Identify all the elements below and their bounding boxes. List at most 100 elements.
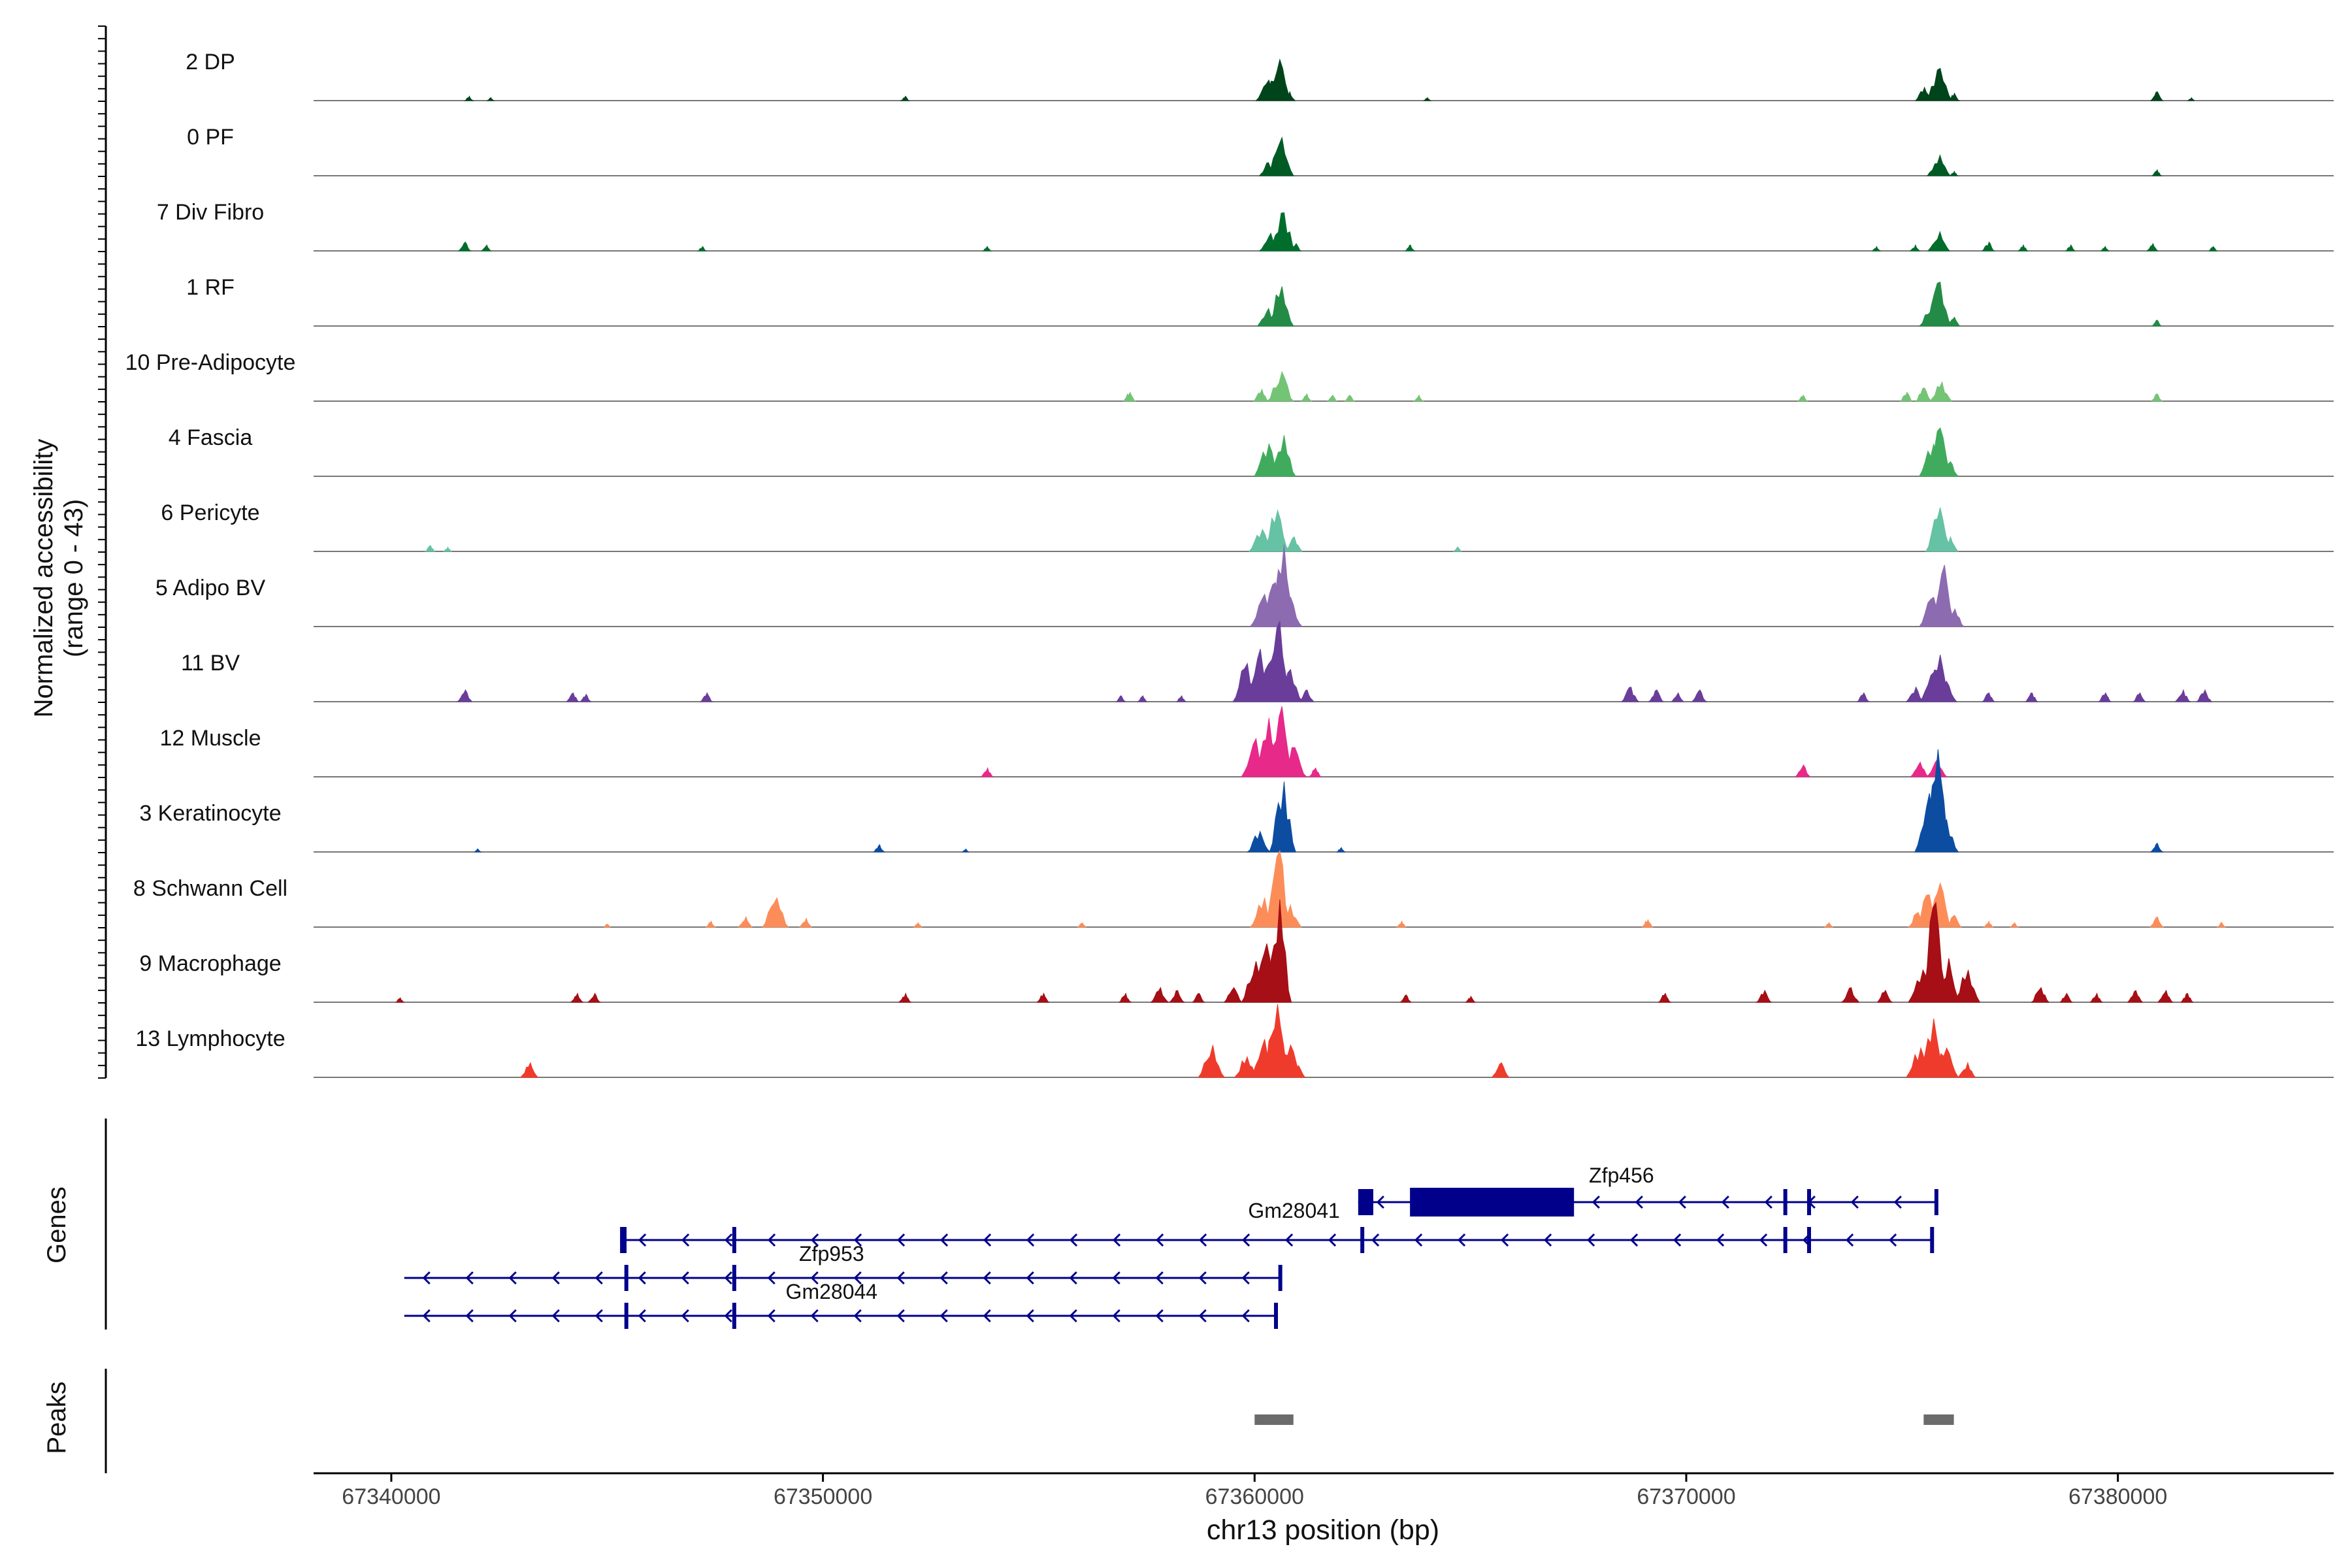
strand-arrow [1069,1309,1077,1323]
strand-arrow [810,1271,819,1285]
coverage-peak [1122,391,1137,402]
strand-arrow [1155,1271,1164,1285]
coverage-peak [1269,781,1296,853]
strand-arrow [1716,1233,1725,1247]
strand-arrow [681,1271,689,1285]
coverage-peak [1931,819,1959,853]
track-10: 3 Keratinocyte [139,749,2334,853]
coverage-peak [1326,395,1339,402]
coverage-peak [1335,847,1346,853]
strand-arrow [1629,1233,1639,1247]
strand-arrow [1543,1233,1552,1247]
x-tick-label: 67370000 [1637,1484,1735,1509]
exon [1930,1227,1935,1253]
coverage-peak [962,848,969,853]
track-label: 11 BV [181,651,240,676]
coverage-peak [1168,990,1186,1003]
coverage-peak [1981,692,1995,702]
strand-arrow [1112,1233,1121,1247]
strand-arrow [939,1309,948,1323]
exon [1806,1227,1811,1253]
strand-arrow [1850,1195,1859,1209]
coverage-peak [2208,246,2218,252]
exon [1410,1188,1575,1217]
strand-arrow [1198,1233,1207,1247]
strand-arrow [1592,1195,1600,1209]
strand-arrow [896,1233,906,1247]
strand-arrow [767,1233,776,1247]
coverage-peak [738,915,753,928]
strand-arrow [1457,1233,1466,1247]
strand-arrow [422,1309,431,1323]
strand-arrow [1026,1233,1035,1247]
coverage-peak [2216,922,2227,928]
exon [1274,1303,1279,1329]
coverage-peak [1840,987,1860,1003]
gene-0: Zfp456 [1358,1164,1938,1217]
strand-arrow [508,1309,517,1323]
coverage-peak [1265,899,1292,1003]
coverage-peak [980,767,994,777]
strand-arrow [681,1309,689,1323]
coverage-peak [1465,995,1477,1003]
strand-arrow [1198,1309,1207,1323]
coverage-peak [1289,242,1302,252]
genes-track-title: Genes [42,1186,71,1264]
coverage-peak [1647,689,1665,702]
track-3: 1 RF [186,275,2334,327]
coverage-peak [2149,916,2164,928]
gene-label: Gm28041 [1248,1199,1340,1222]
exon [1783,1189,1788,1215]
coverage-peak [1940,461,1959,477]
coverage-peak [798,917,813,928]
coverage-peak [1413,394,1424,402]
strand-arrow [853,1233,862,1247]
track-0: 2 DP [186,50,2334,101]
strand-arrow [1893,1195,1902,1209]
strand-arrow [767,1309,776,1323]
coverage-peak [1077,922,1087,928]
coverage-peak [1957,1061,1976,1078]
coverage-peak [1982,920,1994,928]
coverage-peak [1252,388,1269,402]
track-label: 9 Macrophage [139,951,281,976]
peak-region [1923,1414,1954,1425]
coverage-peak [2151,169,2163,176]
coverage-peak [1925,67,1953,101]
coverage-peak [2157,989,2174,1003]
coverage-peak [1947,316,1961,327]
coverage-peak [2030,987,2050,1003]
gene-1: Gm28041 [620,1199,1935,1253]
strand-arrow [1586,1233,1595,1247]
coverage-peak [2180,992,2194,1003]
coverage-peak [395,997,405,1003]
gene-label: Zfp953 [799,1242,864,1266]
strand-arrow [1673,1233,1682,1247]
coverage-peak [2149,842,2164,853]
y-axis-range: (range 0 - 43) [59,499,88,657]
coverage-peak [1175,694,1187,702]
track-label: 2 DP [186,50,235,74]
coverage-peak [2146,242,2159,252]
strand-arrow [595,1309,603,1323]
coverage-peak [566,692,580,702]
coverage-peak [1914,387,1933,402]
strand-arrow [681,1233,690,1247]
coverage-peak [486,97,495,101]
exon [624,1303,629,1329]
coverage-peak [913,922,923,928]
coverage-peak [2059,992,2073,1003]
coverage-peak [1275,668,1303,702]
coverage-peak [2009,922,2019,928]
strand-arrow [724,1233,733,1247]
strand-arrow [853,1271,862,1285]
track-label: 10 Pre-Adipocyte [125,350,296,375]
strand-arrow [1678,1195,1686,1209]
strand-arrow [1069,1233,1078,1247]
coverage-peak [519,1062,539,1078]
strand-arrow [1155,1309,1164,1323]
coverage-peak [1118,992,1132,1003]
strand-arrow [1155,1233,1164,1247]
coverage-peak [1691,689,1708,702]
gene-label: Gm28044 [786,1280,878,1303]
